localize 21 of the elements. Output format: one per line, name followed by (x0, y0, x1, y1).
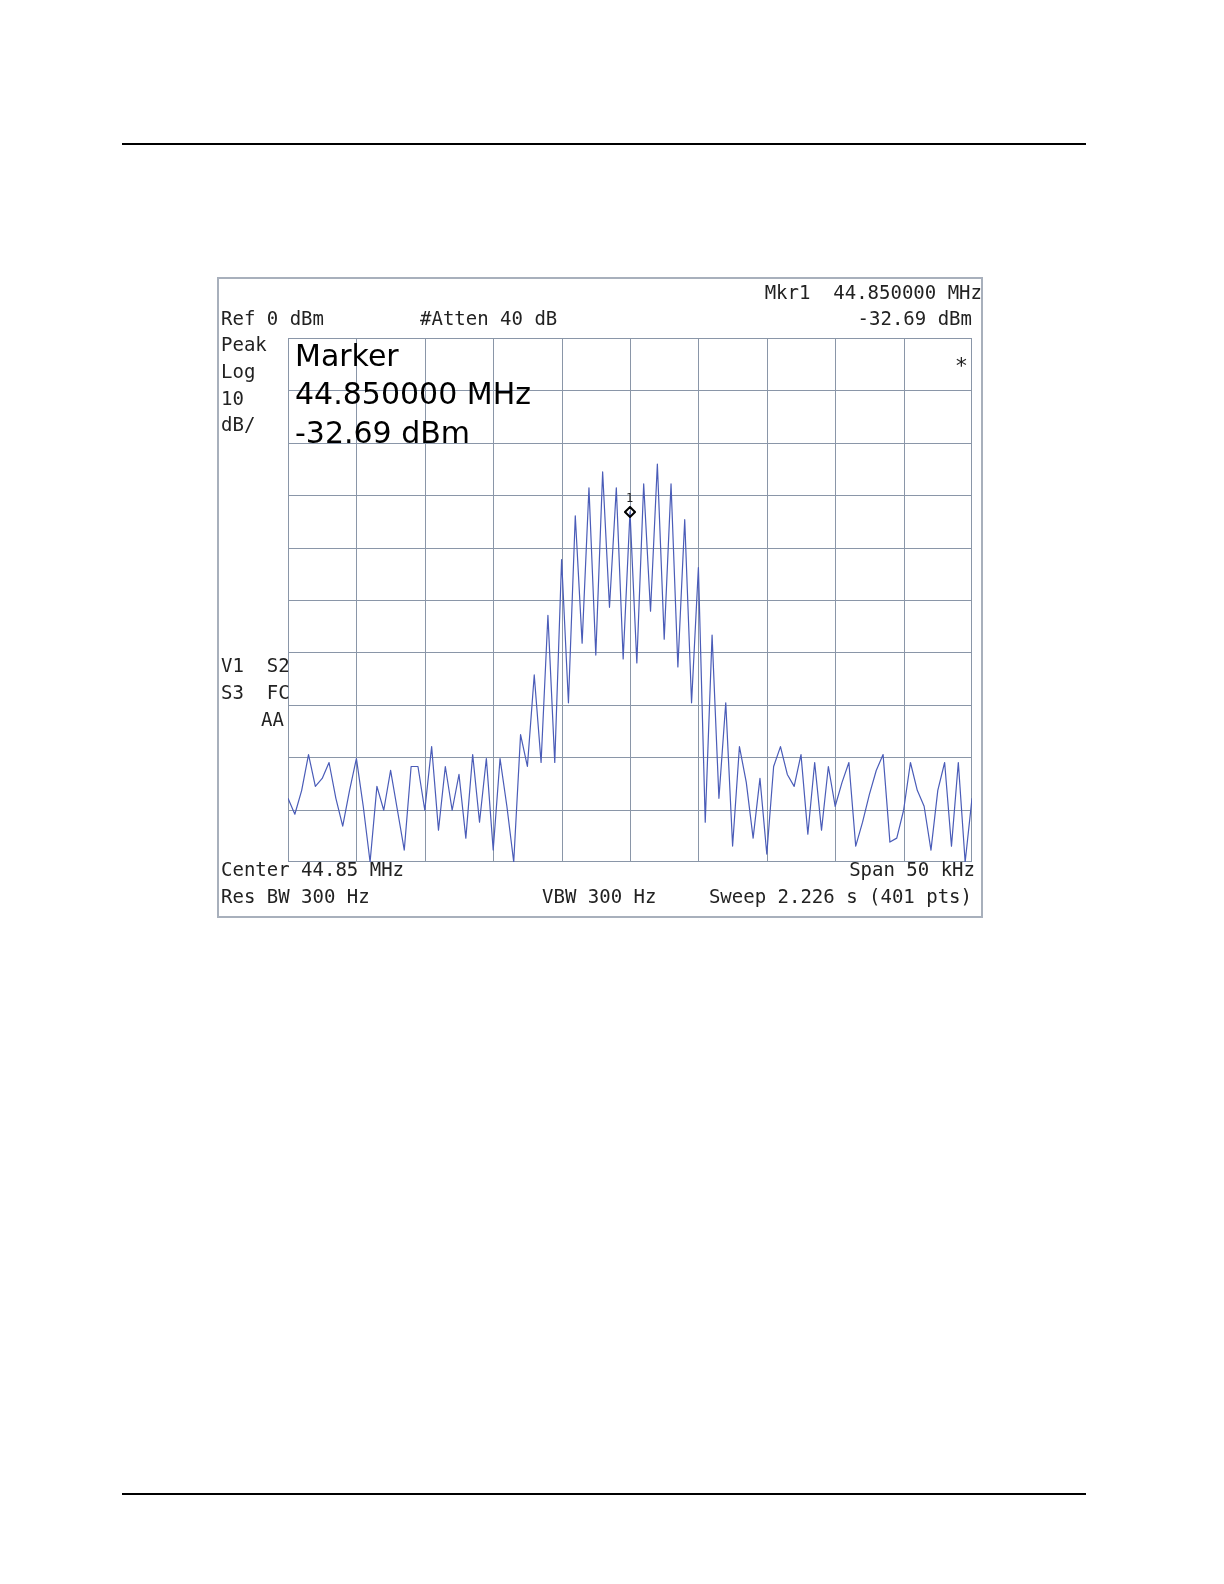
text: VBW 300 Hz (542, 885, 657, 907)
annotation: Center 44.85 MHz (221, 858, 405, 880)
text: Res BW 300 Hz (221, 885, 370, 907)
annotation: Span 50 kHz (849, 858, 975, 880)
annotation: 1 (626, 490, 634, 505)
text: Log (221, 360, 256, 382)
annotation: S3 FC (221, 681, 290, 703)
text: AA (261, 708, 284, 730)
annotation: V1 S2 (221, 654, 290, 676)
text: -32.69 dBm (295, 415, 471, 450)
text: * (954, 353, 968, 378)
text: dB/ (221, 413, 256, 435)
text: Sweep 2.226 s (401 pts) (708, 885, 972, 907)
text: 10 (221, 387, 244, 409)
text: Mkr1 44.850000 MHz (764, 281, 982, 303)
text: #Atten 40 dB (420, 307, 558, 329)
text: Peak (221, 333, 267, 355)
text: Marker (295, 338, 399, 373)
text: -32.69 dBm (857, 307, 972, 329)
text: Ref 0 dBm (221, 307, 324, 329)
text: 44.850000 MHz (295, 376, 531, 411)
